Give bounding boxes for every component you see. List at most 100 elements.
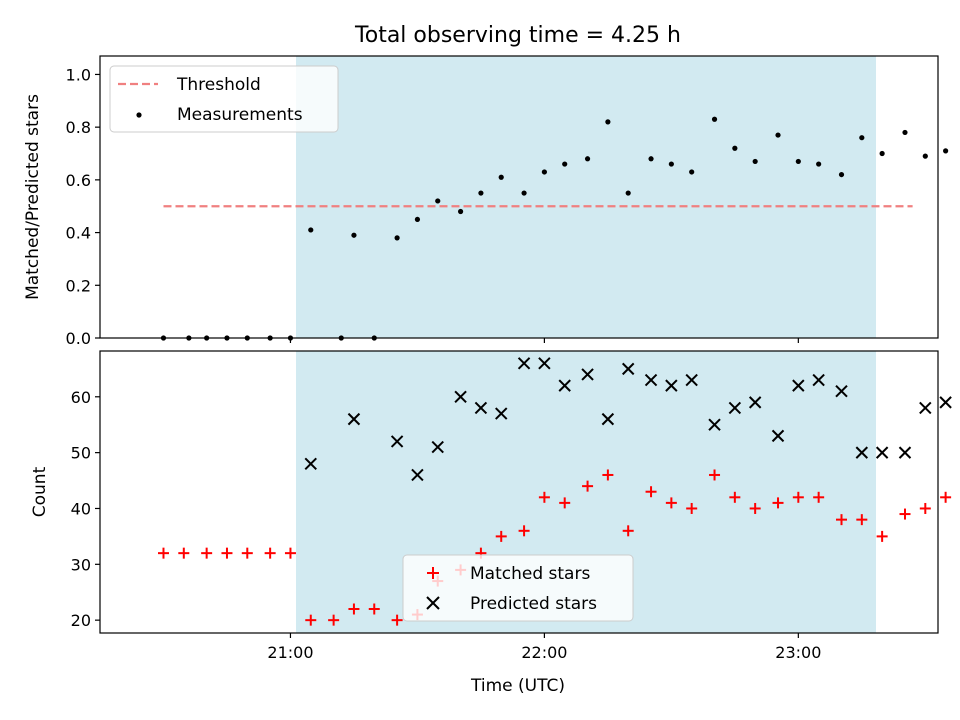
measurement-point	[775, 132, 781, 138]
matched-star-point	[391, 614, 403, 626]
predicted-star-point	[347, 412, 361, 426]
measurement-point	[562, 161, 568, 167]
matched-star-point	[876, 530, 888, 542]
measurement-point	[521, 190, 527, 196]
matched-star-point	[221, 547, 233, 559]
threshold-legend-label: Threshold	[176, 75, 261, 95]
matched-star-point	[645, 486, 657, 498]
top-frame	[99, 55, 939, 339]
matched-star-point	[622, 525, 634, 537]
predicted-star-point	[601, 412, 615, 426]
matched-star-point	[328, 614, 340, 626]
top-y-axis-label: Matched/Predicted stars	[23, 94, 43, 300]
matched-legend-label: Matched stars	[470, 564, 590, 584]
matched-star-point	[178, 547, 190, 559]
measurement-point	[478, 190, 484, 196]
bottom-legend-box	[402, 554, 634, 622]
measurement-point	[902, 129, 908, 136]
predicted-star-point	[771, 429, 785, 443]
bottom-frame	[99, 350, 939, 634]
matched-star-point	[919, 502, 931, 514]
matched-star-point	[940, 491, 952, 503]
top-y-tick-label: 0.0	[66, 329, 91, 348]
matched-star-point	[264, 547, 276, 559]
matched-legend-swatch	[427, 567, 439, 579]
predicted-star-point	[792, 379, 805, 392]
matched-star-point	[836, 514, 848, 526]
measurement-point	[859, 135, 865, 141]
x-axis-label: Time (UTC)	[470, 676, 565, 696]
predicted-star-point	[517, 357, 531, 370]
measurement-point	[541, 169, 547, 175]
matched-star-point	[348, 603, 360, 615]
bottom-y-axis-label: Count	[30, 466, 50, 517]
predicted-star-point	[644, 373, 658, 387]
matched-star-point	[749, 502, 761, 514]
predicted-star-point	[919, 401, 932, 415]
predicted-star-point	[390, 435, 404, 448]
measurement-point	[308, 227, 314, 233]
matched-star-point	[241, 547, 253, 559]
matched-star-point	[899, 508, 911, 520]
bottom-y-tick-label: 50	[71, 444, 91, 463]
predicted-star-point	[411, 468, 424, 482]
top-panel: 0.0 0.2 0.4 0.6 0.8 1.0 Matched/Predicted sta…	[23, 55, 949, 348]
predicted-star-point	[685, 373, 698, 387]
bottom-y-tick-label: 40	[71, 499, 91, 518]
predicted-star-point	[855, 446, 869, 459]
predicted-star-point	[898, 446, 912, 459]
bottom-panel: 203040506021:0022:0023:0000:0001:0002:00…	[30, 350, 952, 696]
bottom-legend: Matched stars Predicted stars	[402, 554, 634, 622]
matched-star-point	[518, 525, 530, 537]
matched-star-point	[772, 497, 784, 509]
matched-star-point	[368, 603, 380, 615]
measurement-point	[435, 198, 441, 204]
measurement-point	[498, 174, 504, 180]
measurement-point	[838, 171, 845, 178]
measurement-point	[414, 216, 421, 223]
matched-star-point	[729, 491, 741, 503]
measurement-point	[394, 235, 400, 241]
top-y-tick-label: 0.6	[66, 171, 91, 190]
predicted-star-point	[939, 396, 952, 409]
top-y-tick-label: 0.4	[66, 224, 91, 243]
chart-title: Total observing time = 4.25 h	[354, 23, 681, 48]
predicted-star-point	[431, 440, 444, 454]
matched-star-point	[792, 491, 804, 503]
top-legend-box	[109, 65, 339, 133]
predicted-star-point	[495, 407, 508, 420]
predicted-star-point	[875, 446, 889, 459]
measurement-point	[584, 156, 591, 162]
measurement-point	[922, 153, 928, 159]
x-tick-label: 21:00	[267, 643, 313, 662]
matched-star-point	[305, 614, 317, 626]
measurements-legend-swatch	[136, 112, 142, 118]
top-axes: 0.0 0.2 0.4 0.6 0.8 1.0	[66, 65, 799, 348]
measurement-point	[752, 158, 758, 165]
predicted-star-point	[304, 457, 317, 471]
matched-star-point	[856, 514, 868, 526]
predicted-star-point	[708, 418, 721, 431]
bottom-y-tick-label: 30	[71, 555, 91, 574]
matched-star-point	[284, 547, 296, 559]
matched-star-point	[813, 491, 825, 503]
bottom-y-tick-label: 60	[71, 388, 91, 407]
top-y-tick-label: 1.0	[66, 65, 91, 84]
measurements-legend-label: Measurements	[177, 105, 303, 125]
measurement-point	[689, 169, 695, 175]
measurement-point	[879, 150, 885, 157]
predicted-star-point	[748, 396, 762, 409]
x-tick-label: 22:00	[521, 643, 567, 662]
matched-star-point	[665, 497, 677, 509]
measurement-point	[795, 158, 801, 165]
top-legend: Threshold Measurements	[109, 65, 339, 133]
matched-star-point	[495, 530, 507, 542]
measurement-point	[625, 190, 631, 196]
bottom-y-tick-label: 20	[71, 611, 91, 630]
matched-star-point	[686, 502, 698, 514]
predicted-star-point	[474, 401, 488, 415]
measurement-point	[605, 119, 611, 125]
predicted-star-point	[812, 373, 825, 387]
predicted-star-point	[665, 379, 678, 392]
